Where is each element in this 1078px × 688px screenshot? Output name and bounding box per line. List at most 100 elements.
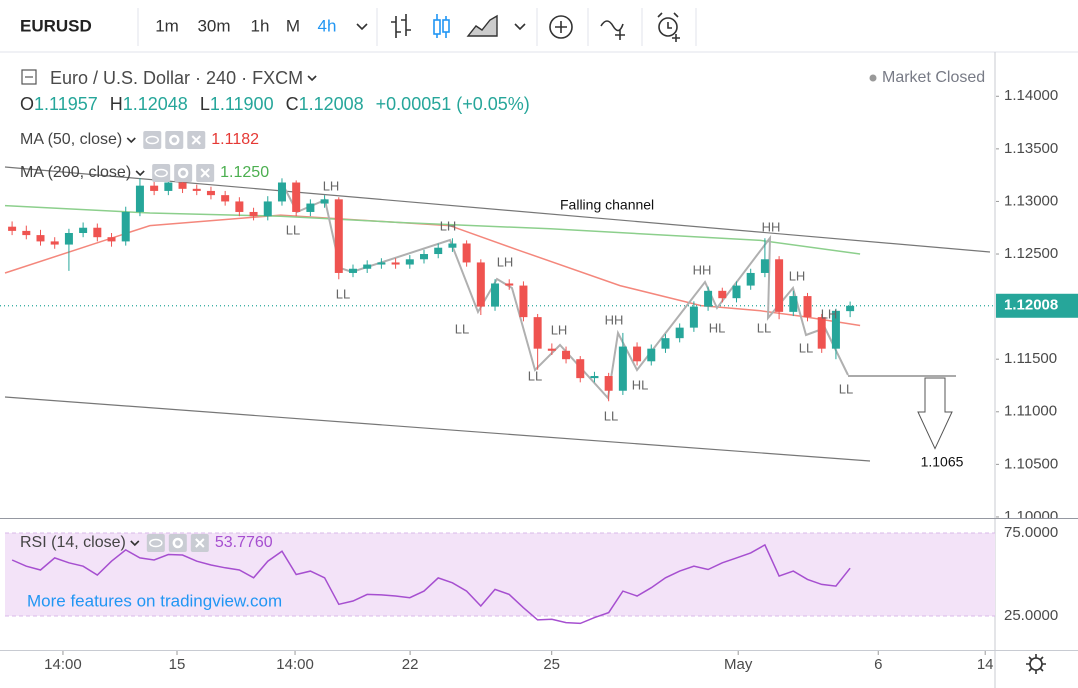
ohlc-label: C [286, 94, 299, 114]
collapse-icon[interactable] [21, 69, 37, 85]
interval-button[interactable]: 4h [318, 16, 337, 35]
settings-icon[interactable] [165, 131, 184, 149]
legend: Euro / U.S. Dollar · 240 · FXCM Market C… [20, 68, 985, 552]
candle-body [533, 317, 542, 349]
candle-body [263, 201, 272, 217]
symbol-title: Euro / U.S. Dollar · 240 · FXCM [50, 68, 303, 88]
candle-body [277, 182, 286, 202]
candle-body [562, 350, 571, 360]
pattern-label: LH [821, 306, 838, 321]
dropdown-icon[interactable] [135, 170, 145, 177]
visibility-icon[interactable] [143, 131, 162, 149]
candle-body [576, 359, 585, 379]
candle-body [476, 262, 485, 307]
time-axis: 14:00 15 14:00 22 25 May 6 14 [44, 651, 994, 673]
symbol[interactable]: EURUSD [20, 16, 92, 35]
candle-body [760, 259, 769, 273]
x-tick-label: 14:00 [44, 656, 82, 673]
pattern-label: HL [709, 320, 726, 335]
candle-body [93, 227, 102, 238]
candle-body [164, 182, 173, 191]
alert-icon-detail[interactable] [657, 12, 680, 42]
ohlc-value: 1.12008 [299, 94, 364, 114]
candle-body [448, 243, 457, 248]
settings-icon[interactable] [174, 164, 193, 182]
pattern-label: HH [693, 262, 712, 277]
ohlc-value: 1.11957 [34, 94, 98, 114]
candles-icon-wick[interactable] [436, 14, 447, 38]
candle-body [604, 376, 613, 391]
pattern-label: LL [757, 320, 771, 335]
ohlc-label: O [20, 94, 34, 114]
x-tick-label: 14 [977, 656, 994, 673]
dropdown-icon[interactable] [126, 137, 136, 144]
candles-icon[interactable] [433, 19, 441, 35]
bars-icon[interactable] [391, 14, 411, 38]
candle-body [64, 232, 73, 245]
pattern-label: LL [839, 381, 853, 396]
price-pane: Falling channel LH LL LL LH LH LL LH LL HH LL HL HH H… [0, 166, 995, 469]
candle-body [107, 237, 116, 242]
candle-body [249, 211, 258, 217]
candle-body [746, 272, 755, 286]
area-icon[interactable] [466, 14, 498, 37]
market-status: Market Closed [882, 69, 985, 86]
compare-icon[interactable] [549, 15, 573, 39]
y-tick-label: 1.11000 [1004, 403, 1057, 420]
candle-body [420, 254, 429, 260]
indicators-icon[interactable] [600, 20, 625, 40]
candles-icon[interactable] [442, 19, 450, 33]
indicator-value: 1.1250 [220, 164, 269, 181]
indicator-name: MA (50, close) [20, 131, 122, 148]
compare-icon-plus[interactable] [555, 21, 567, 33]
y-tick-label: 25.0000 [1004, 607, 1058, 624]
dropdown-icon[interactable] [130, 540, 140, 547]
candle-body [505, 283, 514, 286]
candle-body [192, 188, 201, 191]
x-tick-label: 6 [874, 656, 882, 673]
rsi-axis: 75.0000 25.0000 [1004, 524, 1058, 624]
settings-icon-gear [177, 167, 189, 179]
alert-icon[interactable] [658, 17, 678, 37]
toolbar: EURUSD 1m 30m 1h M 4h [0, 8, 1078, 53]
candle-body [704, 290, 713, 307]
candle-body [50, 241, 59, 245]
candle-body [348, 268, 357, 273]
candle-body [434, 247, 443, 255]
interval-button[interactable]: M [286, 16, 300, 35]
visibility-icon-eye [145, 135, 160, 145]
settings-icon[interactable] [1026, 654, 1046, 674]
rsi-line [11, 543, 851, 625]
y-tick-label: 1.10500 [1004, 455, 1058, 472]
interval-button[interactable]: 1h [251, 16, 270, 35]
y-tick-label: 1.11500 [1004, 350, 1057, 367]
candle-body [135, 185, 144, 212]
candle-body [675, 327, 684, 339]
last-price-label: 1.12008 [1004, 297, 1058, 314]
pattern-label: LL [336, 286, 350, 301]
interval-button[interactable]: 1m [155, 16, 179, 35]
candle-body [462, 243, 471, 263]
dropdown-icon[interactable] [307, 75, 317, 82]
candle-body [647, 348, 656, 362]
channel-label: Falling channel [560, 197, 654, 213]
y-tick-label: 1.13500 [1004, 140, 1058, 157]
visibility-icon[interactable] [152, 164, 171, 182]
interval-menu-icon[interactable] [356, 23, 368, 31]
pattern-label: LL [286, 222, 300, 237]
candle-body [831, 310, 840, 349]
candle-body [178, 182, 187, 189]
settings-icon[interactable] [168, 534, 187, 552]
y-tick-label: 1.12500 [1004, 245, 1058, 262]
chart-type-menu-icon[interactable] [514, 23, 526, 31]
visibility-icon[interactable] [146, 534, 165, 552]
indicator-value: 1.1182 [211, 131, 259, 148]
target-label: 1.1065 [921, 453, 964, 469]
candle-body [817, 317, 826, 349]
candle-body [150, 185, 159, 191]
interval-button[interactable]: 30m [197, 16, 230, 35]
pattern-label: LL [528, 368, 542, 383]
moving-average-line [4, 204, 861, 255]
candle-body [121, 211, 130, 242]
